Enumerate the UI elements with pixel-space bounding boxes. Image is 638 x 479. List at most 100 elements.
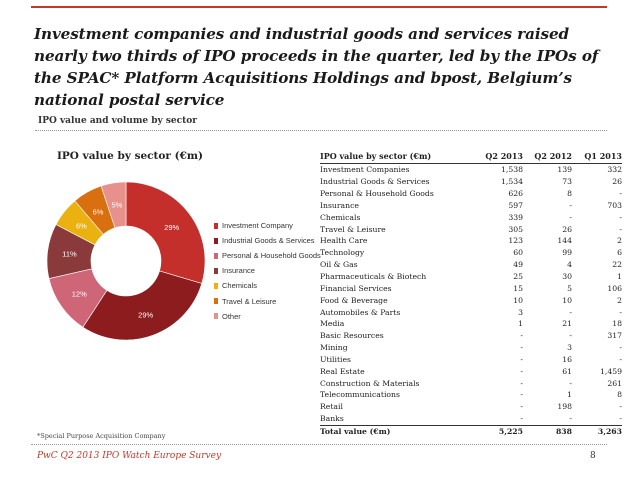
table-row: Banks - - - <box>320 412 622 426</box>
table-cell: 139 <box>557 165 572 175</box>
table-cell: Media <box>320 319 345 329</box>
table-cell: 339 <box>508 212 523 222</box>
table-cell: 26 <box>612 177 622 187</box>
table-cell: Chemicals <box>320 212 361 222</box>
table-row: Investment Companies 1,538 139 332 <box>320 164 622 176</box>
table-row: Automobiles & Parts 3 - - <box>320 306 622 318</box>
table-cell: 1 <box>617 272 622 282</box>
table-cell: Health Care <box>320 236 368 246</box>
table-cell: 144 <box>557 236 572 246</box>
table-cell: 703 <box>607 200 622 210</box>
legend-label: Travel & Leisure <box>222 296 277 306</box>
table-cell: - <box>569 212 572 222</box>
table-cell: Banks <box>320 412 472 426</box>
table-header-cell: Q2 2013 <box>472 149 523 164</box>
table-cell: - <box>523 412 572 426</box>
table-cell: 3 <box>518 307 523 317</box>
table-cell: Basic Resources <box>320 331 384 341</box>
pie-slice-label: 5% <box>111 201 122 210</box>
table-row: Financial Services 15 5 106 <box>320 282 622 294</box>
table-cell: 21 <box>562 319 572 329</box>
table-cell: 10 <box>513 295 523 305</box>
pie-slice-label: 12% <box>72 290 87 299</box>
table-cell: Travel & Leisure <box>320 224 386 234</box>
table-cell: 626 <box>508 189 523 199</box>
pie-slice <box>125 181 206 284</box>
pie-slice-label: 29% <box>164 223 179 232</box>
table-cell: 3 <box>567 343 572 353</box>
table-cell: Financial Services <box>320 283 392 293</box>
legend-swatch <box>214 222 218 229</box>
table-header-row: IPO value by sector (€m) Q2 2013 Q2 2012 Q1… <box>320 149 622 164</box>
table-row: Utilities - 16 - <box>320 354 622 366</box>
table-cell: 15 <box>513 283 523 293</box>
table-cell: 6 <box>617 248 622 258</box>
pie-slice-label: 11% <box>62 250 77 259</box>
table-cell: 5 <box>567 283 572 293</box>
pie-chart: 29% 29% 12% 11% 6% 6% 5% <box>46 181 206 341</box>
table-cell: Real Estate <box>320 366 365 376</box>
legend-swatch <box>214 298 218 305</box>
page-number: 8 <box>590 451 596 461</box>
table-cell: Automobiles & Parts <box>320 307 401 317</box>
table-cell: - <box>520 354 523 364</box>
table-cell: Oil & Gas <box>320 260 358 270</box>
legend-swatch <box>214 237 218 244</box>
table-cell: Total value (€m) <box>320 424 472 438</box>
legend-label: Investment Company <box>222 221 293 231</box>
footnote: *Special Purpose Acquisition Company <box>37 432 166 440</box>
table-cell: - <box>619 224 622 234</box>
pie-slice-label: 29% <box>138 310 153 319</box>
table-row: Health Care 123 144 2 <box>320 235 622 247</box>
footer-divider <box>31 444 607 445</box>
table-row: Food & Beverage 10 10 2 <box>320 294 622 306</box>
table-cell: - <box>619 343 622 353</box>
table-cell: 2 <box>617 236 622 246</box>
table-cell: 1 <box>518 319 523 329</box>
legend-item: Insurance <box>214 263 321 278</box>
legend-swatch <box>214 282 218 289</box>
table-cell: Construction & Materials <box>320 378 420 388</box>
table-row: Technology 60 99 6 <box>320 247 622 259</box>
legend-swatch <box>214 267 218 274</box>
page-title: Investment companies and industrial good… <box>34 25 599 109</box>
pie-slice <box>82 270 203 341</box>
table-cell: 26 <box>562 224 572 234</box>
pie-slice-label: 6% <box>76 221 87 230</box>
table-row: Mining - 3 - <box>320 342 622 354</box>
table-cell: 305 <box>508 224 523 234</box>
legend-swatch <box>214 313 218 320</box>
table-row: Media 1 21 18 <box>320 318 622 330</box>
legend-label: Chemicals <box>222 281 258 291</box>
table-cell: Telecommunications <box>320 390 400 400</box>
table-row: Pharmaceuticals & Biotech 25 30 1 <box>320 271 622 283</box>
table-cell: 30 <box>562 272 572 282</box>
table-cell: 2 <box>617 295 622 305</box>
table-header-cell: Q2 2012 <box>523 149 572 164</box>
table-cell: 198 <box>557 402 572 412</box>
table-cell: Mining <box>320 343 348 353</box>
pie-legend: Investment Company Industrial Goods & Ser… <box>214 218 321 324</box>
table-row: Industrial Goods & Services 1,534 73 26 <box>320 176 622 188</box>
legend-item: Industrial Goods & Services <box>214 233 321 248</box>
table-cell: 317 <box>607 331 622 341</box>
legend-label: Insurance <box>222 266 255 276</box>
table-cell: 1,459 <box>599 366 622 376</box>
table-cell: - <box>619 189 622 199</box>
table-cell: - <box>569 331 572 341</box>
table-cell: Retail <box>320 402 343 412</box>
table-cell: - <box>619 402 622 412</box>
table-cell: 8 <box>567 189 572 199</box>
table-row: Insurance 597 - 703 <box>320 200 622 212</box>
legend-label: Personal & Household Goods <box>222 251 321 261</box>
table-cell: 123 <box>508 236 523 246</box>
table-header-cell: IPO value by sector (€m) <box>320 149 472 164</box>
table-cell: - <box>619 307 622 317</box>
table-cell: 18 <box>612 319 622 329</box>
table-cell: 838 <box>523 424 572 438</box>
sector-table: IPO value by sector (€m) Q2 2013 Q2 2012 Q1… <box>320 149 622 438</box>
table-cell: 25 <box>513 272 523 282</box>
legend-swatch <box>214 252 218 259</box>
table-cell: Utilities <box>320 354 351 364</box>
table-cell: 3,263 <box>572 424 622 438</box>
